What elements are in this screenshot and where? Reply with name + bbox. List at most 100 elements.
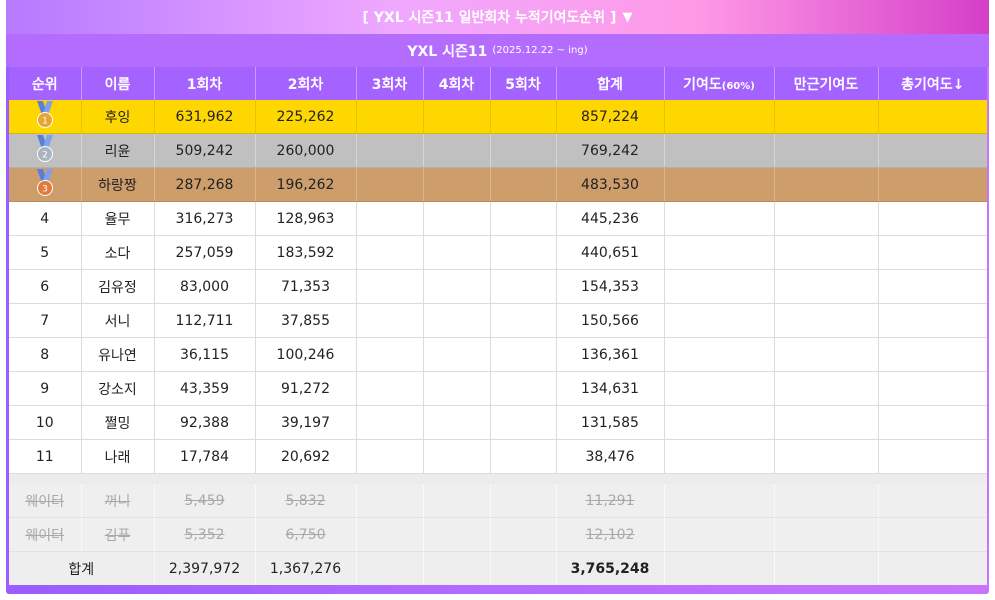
cell-round5 bbox=[490, 235, 557, 270]
col-header-sum[interactable]: 합계 bbox=[556, 67, 665, 100]
cell-round1: 5,352 bbox=[154, 517, 256, 552]
divider-cell bbox=[356, 473, 423, 484]
table-row: 6 김유정 83,000 71,353 154,353 bbox=[9, 269, 987, 304]
cell-name: 나래 bbox=[81, 439, 155, 474]
cell-contribution bbox=[664, 337, 775, 372]
cell-round2: 39,197 bbox=[255, 405, 357, 440]
cell-round5 bbox=[490, 201, 557, 236]
col-header-rank[interactable]: 순위 bbox=[9, 67, 82, 100]
cell-total-contribution bbox=[878, 371, 987, 406]
cell-round5 bbox=[490, 100, 557, 134]
col-header-name[interactable]: 이름 bbox=[81, 67, 155, 100]
totals-cell-total-contribution bbox=[878, 551, 987, 585]
table-row: 5 소다 257,059 183,592 440,651 bbox=[9, 235, 987, 270]
col-header-contribution-label: 기여도 bbox=[683, 76, 722, 93]
cell-total-contribution bbox=[878, 100, 987, 134]
section-divider bbox=[9, 473, 987, 484]
table-row: 4 율무 316,273 128,963 445,236 bbox=[9, 201, 987, 236]
totals-cell-round4 bbox=[423, 551, 491, 585]
cell-total-contribution bbox=[878, 303, 987, 338]
col-header-round5[interactable]: 5회차 bbox=[490, 67, 557, 100]
cell-round5 bbox=[490, 167, 557, 202]
ranking-table: 순위 이름 1회차 2회차 3회차 4회차 5회차 합계 기여도(60%) 만근… bbox=[9, 67, 987, 585]
table-header-row: 순위 이름 1회차 2회차 3회차 4회차 5회차 합계 기여도(60%) 만근… bbox=[9, 67, 987, 100]
cell-mangeun bbox=[774, 100, 879, 134]
cell-rank: 웨이터 bbox=[9, 517, 82, 552]
col-header-mangeun[interactable]: 만근기여도 bbox=[774, 67, 879, 100]
table-row: 11 나래 17,784 20,692 38,476 bbox=[9, 439, 987, 474]
cell-round2: 6,750 bbox=[255, 517, 357, 552]
cell-name: 율무 bbox=[81, 201, 155, 236]
divider-cell bbox=[878, 473, 987, 484]
cell-contribution bbox=[664, 371, 775, 406]
cell-round5 bbox=[490, 303, 557, 338]
cell-round4 bbox=[423, 405, 491, 440]
cell-rank: 2 bbox=[9, 133, 82, 168]
table-row: 3 하랑짱 287,268 196,262 483,530 bbox=[9, 167, 987, 202]
table-row: 10 쩔밍 92,388 39,197 131,585 bbox=[9, 405, 987, 440]
divider-cell bbox=[774, 473, 878, 484]
waiter-row: 웨이터 김푸 5,352 6,750 12,102 bbox=[9, 517, 987, 552]
cell-round4 bbox=[423, 484, 491, 518]
cell-round3 bbox=[356, 269, 424, 304]
cell-mangeun bbox=[774, 405, 879, 440]
cell-rank: 3 bbox=[9, 167, 82, 202]
cell-round4 bbox=[423, 269, 491, 304]
totals-cell-round1: 2,397,972 bbox=[154, 551, 256, 585]
col-header-contribution[interactable]: 기여도(60%) bbox=[664, 67, 775, 100]
cell-mangeun bbox=[774, 439, 879, 474]
cell-total-contribution bbox=[878, 201, 987, 236]
cell-sum: 857,224 bbox=[556, 100, 665, 134]
cell-round4 bbox=[423, 235, 491, 270]
cell-round2: 225,262 bbox=[255, 100, 357, 134]
cell-round2: 183,592 bbox=[255, 235, 357, 270]
cell-round3 bbox=[356, 484, 424, 518]
cell-round2: 71,353 bbox=[255, 269, 357, 304]
cell-round1: 36,115 bbox=[154, 337, 256, 372]
cell-round1: 5,459 bbox=[154, 484, 256, 518]
cell-round4 bbox=[423, 201, 491, 236]
cell-round3 bbox=[356, 100, 424, 134]
cell-rank: 1 bbox=[9, 100, 82, 134]
cell-rank: 웨이터 bbox=[9, 484, 82, 518]
ranking-title: [ YXL 시즌11 일반회차 누적기여도순위 ] bbox=[362, 10, 617, 26]
cell-contribution bbox=[664, 439, 775, 474]
gold-medal-icon: 1 bbox=[36, 100, 53, 128]
col-header-round4[interactable]: 4회차 bbox=[423, 67, 491, 100]
cell-rank: 6 bbox=[9, 269, 82, 304]
cell-round5 bbox=[490, 269, 557, 304]
season-header: YXL 시즌11 (2025.12.22 ~ ing) bbox=[6, 34, 989, 67]
totals-cell-contribution bbox=[664, 551, 775, 585]
col-header-round3[interactable]: 3회차 bbox=[356, 67, 424, 100]
cell-sum: 12,102 bbox=[556, 517, 665, 552]
cell-total-contribution bbox=[878, 439, 987, 474]
cell-sum: 11,291 bbox=[556, 484, 665, 518]
cell-round2: 37,855 bbox=[255, 303, 357, 338]
col-header-round2[interactable]: 2회차 bbox=[255, 67, 357, 100]
cell-name: 서니 bbox=[81, 303, 155, 338]
cell-sum: 134,631 bbox=[556, 371, 665, 406]
cell-round1: 287,268 bbox=[154, 167, 256, 202]
divider-cell bbox=[490, 473, 556, 484]
col-header-round1[interactable]: 1회차 bbox=[154, 67, 256, 100]
ranking-title-toggle[interactable]: [ YXL 시즌11 일반회차 누적기여도순위 ] ▼ bbox=[6, 0, 989, 34]
col-header-total-contribution[interactable]: 총기여도↓ bbox=[878, 67, 987, 100]
season-range: (2025.12.22 ~ ing) bbox=[492, 45, 588, 56]
cell-name: 리윤 bbox=[81, 133, 155, 168]
waiter-row: 웨이터 꺼니 5,459 5,832 11,291 bbox=[9, 484, 987, 518]
cell-round3 bbox=[356, 235, 424, 270]
cell-name: 강소지 bbox=[81, 371, 155, 406]
cell-name: 후잉 bbox=[81, 100, 155, 134]
cell-round5 bbox=[490, 484, 557, 518]
cell-total-contribution bbox=[878, 269, 987, 304]
table-row: 1 후잉 631,962 225,262 857,224 bbox=[9, 100, 987, 134]
cell-contribution bbox=[664, 484, 775, 518]
cell-sum: 150,566 bbox=[556, 303, 665, 338]
cell-round4 bbox=[423, 337, 491, 372]
cell-total-contribution bbox=[878, 405, 987, 440]
cell-round5 bbox=[490, 337, 557, 372]
cell-sum: 445,236 bbox=[556, 201, 665, 236]
totals-row: 합계 2,397,972 1,367,276 3,765,248 bbox=[9, 551, 987, 585]
divider-cell bbox=[423, 473, 490, 484]
medal-rank-label: 2 bbox=[42, 150, 48, 160]
